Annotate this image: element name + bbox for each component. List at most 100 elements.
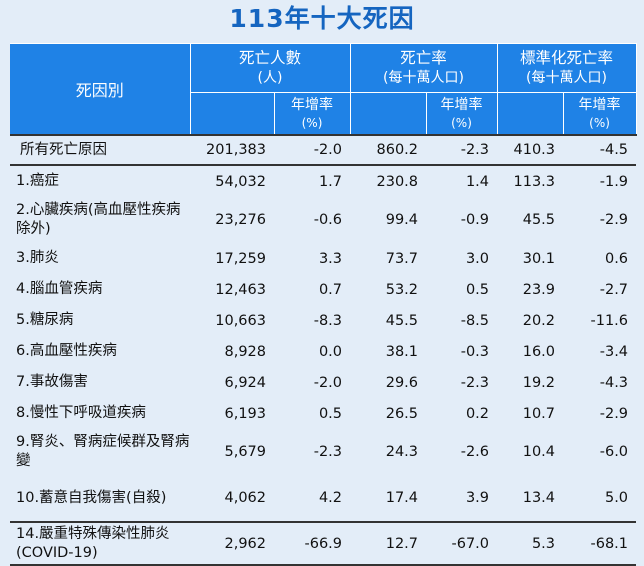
deaths-yoy-cell: 4.2: [318, 490, 343, 506]
std-rate-cell: 5.3: [497, 521, 564, 566]
rate-cell: 53.2: [385, 281, 419, 298]
table-row: 7.事故傷害 6,924 -2.0 29.6 -2.3 19.2 -4.3: [10, 367, 636, 398]
cause-cell: 8.慢性下呼吸道疾病: [16, 405, 146, 421]
rate-yoy-cell: -0.3: [460, 343, 490, 360]
yoy-label: 年增率: [440, 96, 483, 113]
deaths-value-subheader: [189, 92, 275, 136]
table-row: 8.慢性下呼吸道疾病 6,193 0.5 26.5 0.2 10.7 -2.9: [10, 398, 636, 429]
rate-yoy-cell: 0.5: [465, 281, 490, 298]
table-row: 10.蓄意自我傷害(自殺) 4,062 4.2 17.4 3.9 13.4 5.…: [10, 475, 636, 522]
std-rate-cell: 410.3: [497, 134, 564, 166]
deaths-cell: 54,032: [215, 173, 266, 190]
deaths-yoy-cell: -66.9: [274, 521, 351, 566]
yoy-unit: (%): [301, 115, 323, 130]
std-rate-cell: 19.2: [522, 374, 556, 391]
rate-yoy-cell: -2.3: [426, 134, 498, 166]
std-rate-column-header: 標準化死亡率 (每十萬人口): [496, 43, 637, 93]
deaths-yoy-cell: -8.3: [313, 312, 343, 329]
std-rate-cell: 23.9: [522, 281, 556, 298]
std-rate-yoy-cell: -6.0: [599, 444, 629, 460]
std-rate-yoy-cell: -4.3: [599, 374, 629, 391]
deaths-cell: 2,962: [190, 521, 274, 566]
deaths-yoy-cell: 0.0: [318, 343, 343, 360]
deaths-cell: 12,463: [215, 281, 266, 298]
rate-value-subheader: [349, 92, 427, 136]
cause-cell: 4.腦血管疾病: [16, 281, 103, 297]
deaths-yoy-cell: 0.5: [318, 405, 343, 422]
deaths-column-header: 死亡人數 (人): [189, 43, 351, 93]
cause-column-header: 死因別: [10, 43, 191, 136]
rate-yoy-cell: -2.6: [460, 444, 490, 460]
std-rate-cell: 45.5: [522, 212, 556, 228]
std-rate-yoy-cell: -3.4: [599, 343, 629, 360]
deaths-cell: 17,259: [215, 250, 266, 267]
rate-cell: 29.6: [385, 374, 419, 391]
rate-cell: 26.5: [385, 405, 419, 422]
std-rate-yoy-cell: -2.7: [599, 281, 629, 298]
rate-yoy-cell: 0.2: [465, 405, 490, 422]
rate-cell: 99.4: [385, 212, 419, 228]
deaths-cell: 8,928: [224, 343, 266, 360]
deaths-header-unit: (人): [257, 69, 283, 86]
yoy-label: 年增率: [291, 96, 333, 113]
std-rate-cell: 30.1: [522, 250, 556, 267]
deaths-cell: 6,193: [224, 405, 266, 422]
std-rate-yoy-cell: 5.0: [604, 490, 629, 506]
std-rate-value-subheader: [496, 92, 564, 136]
deaths-yoy-cell: -0.6: [313, 212, 343, 228]
page-title: 113年十大死因: [229, 4, 415, 33]
cause-cell: 14.嚴重特殊傳染性肺炎(COVID-19): [10, 521, 190, 566]
rate-yoy-cell: 1.4: [465, 173, 490, 190]
yoy-unit: (%): [451, 115, 472, 130]
rate-cell: 17.4: [385, 490, 419, 506]
cause-cell: 3.肺炎: [16, 250, 59, 266]
cause-cell: 2.心臟疾病(高血壓性疾病除外): [16, 202, 181, 237]
deaths-cell: 4,062: [224, 490, 266, 506]
table-row: 3.肺炎 17,259 3.3 73.7 3.0 30.1 0.6: [10, 243, 636, 274]
table-row: 9.腎炎、腎病症候群及腎病變 5,679 -2.3 24.3 -2.6 10.4…: [10, 429, 636, 475]
std-rate-yoy-cell: 0.6: [604, 250, 629, 267]
table-body: 所有死亡原因 201,383 -2.0 860.2 -2.3 410.3 -4.…: [10, 134, 637, 566]
deaths-yoy-cell: -2.0: [274, 134, 351, 166]
table-row-all-causes: 所有死亡原因 201,383 -2.0 860.2 -2.3 410.3 -4.…: [10, 134, 637, 166]
rate-yoy-subheader: 年增率 (%): [425, 92, 498, 136]
rate-column-header: 死亡率 (每十萬人口): [349, 43, 498, 93]
std-rate-cell: 113.3: [513, 173, 556, 190]
deaths-yoy-cell: 1.7: [318, 173, 343, 190]
rate-yoy-cell: -0.9: [460, 212, 490, 228]
deaths-cell: 23,276: [215, 212, 266, 228]
cause-cell: 9.腎炎、腎病症候群及腎病變: [16, 434, 190, 469]
deaths-yoy-cell: -2.0: [313, 374, 343, 391]
deaths-header-label: 死亡人數: [239, 48, 302, 67]
yoy-unit: (%): [589, 115, 610, 130]
rate-header-unit: (每十萬人口): [383, 69, 464, 86]
rate-yoy-cell: 3.0: [465, 250, 490, 267]
cause-cell: 5.糖尿病: [16, 312, 74, 328]
std-rate-cell: 16.0: [522, 343, 556, 360]
deaths-yoy-cell: -2.3: [313, 444, 343, 460]
std-rate-yoy-subheader: 年增率 (%): [562, 92, 637, 136]
rate-cell: 12.7: [350, 521, 427, 566]
rate-yoy-cell: -8.5: [460, 312, 490, 329]
deaths-yoy-cell: 0.7: [318, 281, 343, 298]
deaths-yoy-subheader: 年增率 (%): [273, 92, 351, 136]
table-row-covid: 14.嚴重特殊傳染性肺炎(COVID-19) 2,962 -66.9 12.7 …: [10, 521, 637, 566]
std-rate-yoy-cell: -11.6: [590, 312, 629, 329]
deaths-cell: 10,663: [215, 312, 266, 329]
rate-yoy-cell: -2.3: [460, 374, 490, 391]
deaths-yoy-cell: 3.3: [318, 250, 343, 267]
table-row: 4.腦血管疾病 12,463 0.7 53.2 0.5 23.9 -2.7: [10, 274, 636, 305]
std-rate-header-unit: (每十萬人口): [526, 69, 607, 86]
std-rate-cell: 13.4: [522, 490, 556, 506]
rate-yoy-cell: -67.0: [426, 521, 498, 566]
rate-cell: 230.8: [376, 173, 419, 190]
std-rate-yoy-cell: -2.9: [599, 405, 629, 422]
std-rate-cell: 10.4: [522, 444, 556, 460]
std-rate-header-label: 標準化死亡率: [520, 48, 614, 67]
rate-yoy-cell: 3.9: [465, 490, 490, 506]
table-row: 6.高血壓性疾病 8,928 0.0 38.1 -0.3 16.0 -3.4: [10, 336, 636, 367]
table-row: 5.糖尿病 10,663 -8.3 45.5 -8.5 20.2 -11.6: [10, 305, 636, 336]
rate-header-label: 死亡率: [400, 48, 447, 67]
yoy-label: 年增率: [578, 96, 621, 113]
deaths-cell: 5,679: [224, 444, 266, 460]
